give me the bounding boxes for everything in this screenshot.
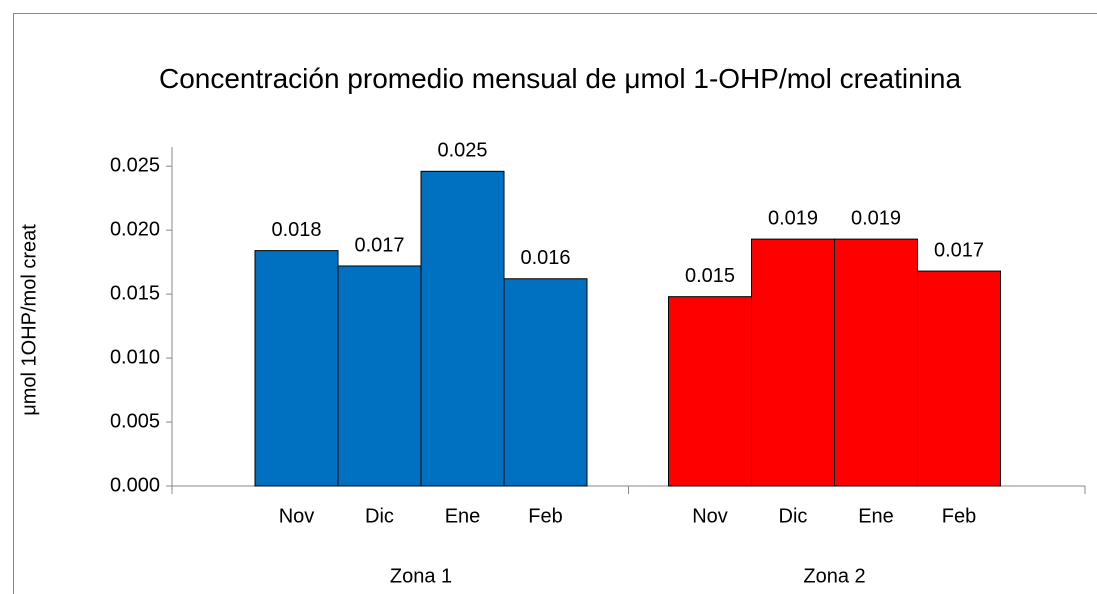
data-label: 0.019 xyxy=(851,207,901,229)
y-tick-label: 0.010 xyxy=(110,346,160,368)
data-label: 0.018 xyxy=(271,219,321,241)
bar xyxy=(337,265,422,487)
x-tick-label: Dic xyxy=(365,505,394,527)
bar xyxy=(917,270,1001,487)
data-label: 0.017 xyxy=(354,234,404,256)
data-label: 0.017 xyxy=(934,239,984,261)
y-tick-label: 0.005 xyxy=(110,410,160,432)
x-tick-label: Feb xyxy=(942,505,976,527)
data-label: 0.016 xyxy=(520,247,570,269)
bar xyxy=(503,278,588,487)
bar xyxy=(751,238,835,487)
y-tick-label: 0.025 xyxy=(110,154,160,176)
y-tick-label: 0.015 xyxy=(110,282,160,304)
x-tick-label: Nov xyxy=(279,505,315,527)
data-label: 0.019 xyxy=(768,207,818,229)
data-label: 0.025 xyxy=(437,140,487,162)
y-axis-label: μmol 1OHP/mol creat xyxy=(18,224,40,416)
y-tick-label: 0.020 xyxy=(110,218,160,240)
chart-title: Concentración promedio mensual de μmol 1… xyxy=(158,63,962,94)
y-tick-label: 0.000 xyxy=(110,474,160,496)
frame xyxy=(13,13,1097,594)
group-label: Zona 1 xyxy=(390,565,452,587)
data-label: 0.015 xyxy=(685,265,735,287)
x-tick-label: Ene xyxy=(858,505,894,527)
x-tick-label: Dic xyxy=(779,505,808,527)
x-tick-label: Feb xyxy=(528,505,562,527)
bar xyxy=(668,296,752,487)
x-tick-label: Ene xyxy=(445,505,481,527)
bar xyxy=(834,238,918,487)
group-label: Zona 2 xyxy=(803,565,865,587)
bar xyxy=(420,170,505,487)
x-tick-label: Nov xyxy=(692,505,728,527)
bar xyxy=(254,250,339,487)
